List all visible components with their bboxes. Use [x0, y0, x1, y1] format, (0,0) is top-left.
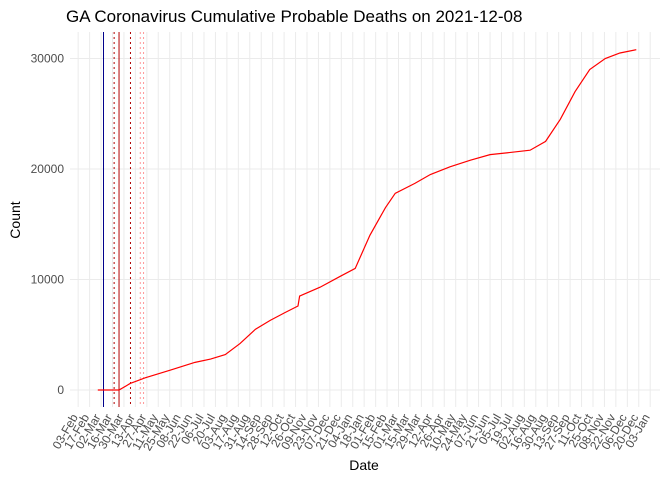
y-tick-label: 10000	[31, 272, 65, 286]
x-axis-title: Date	[349, 457, 379, 473]
y-tick-label: 0	[57, 383, 64, 397]
y-tick-label: 20000	[31, 162, 65, 176]
data-line	[97, 49, 637, 391]
chart-title: GA Coronavirus Cumulative Probable Death…	[66, 7, 522, 26]
y-tick-label: 30000	[31, 52, 65, 66]
y-axis-title: Count	[7, 201, 23, 238]
